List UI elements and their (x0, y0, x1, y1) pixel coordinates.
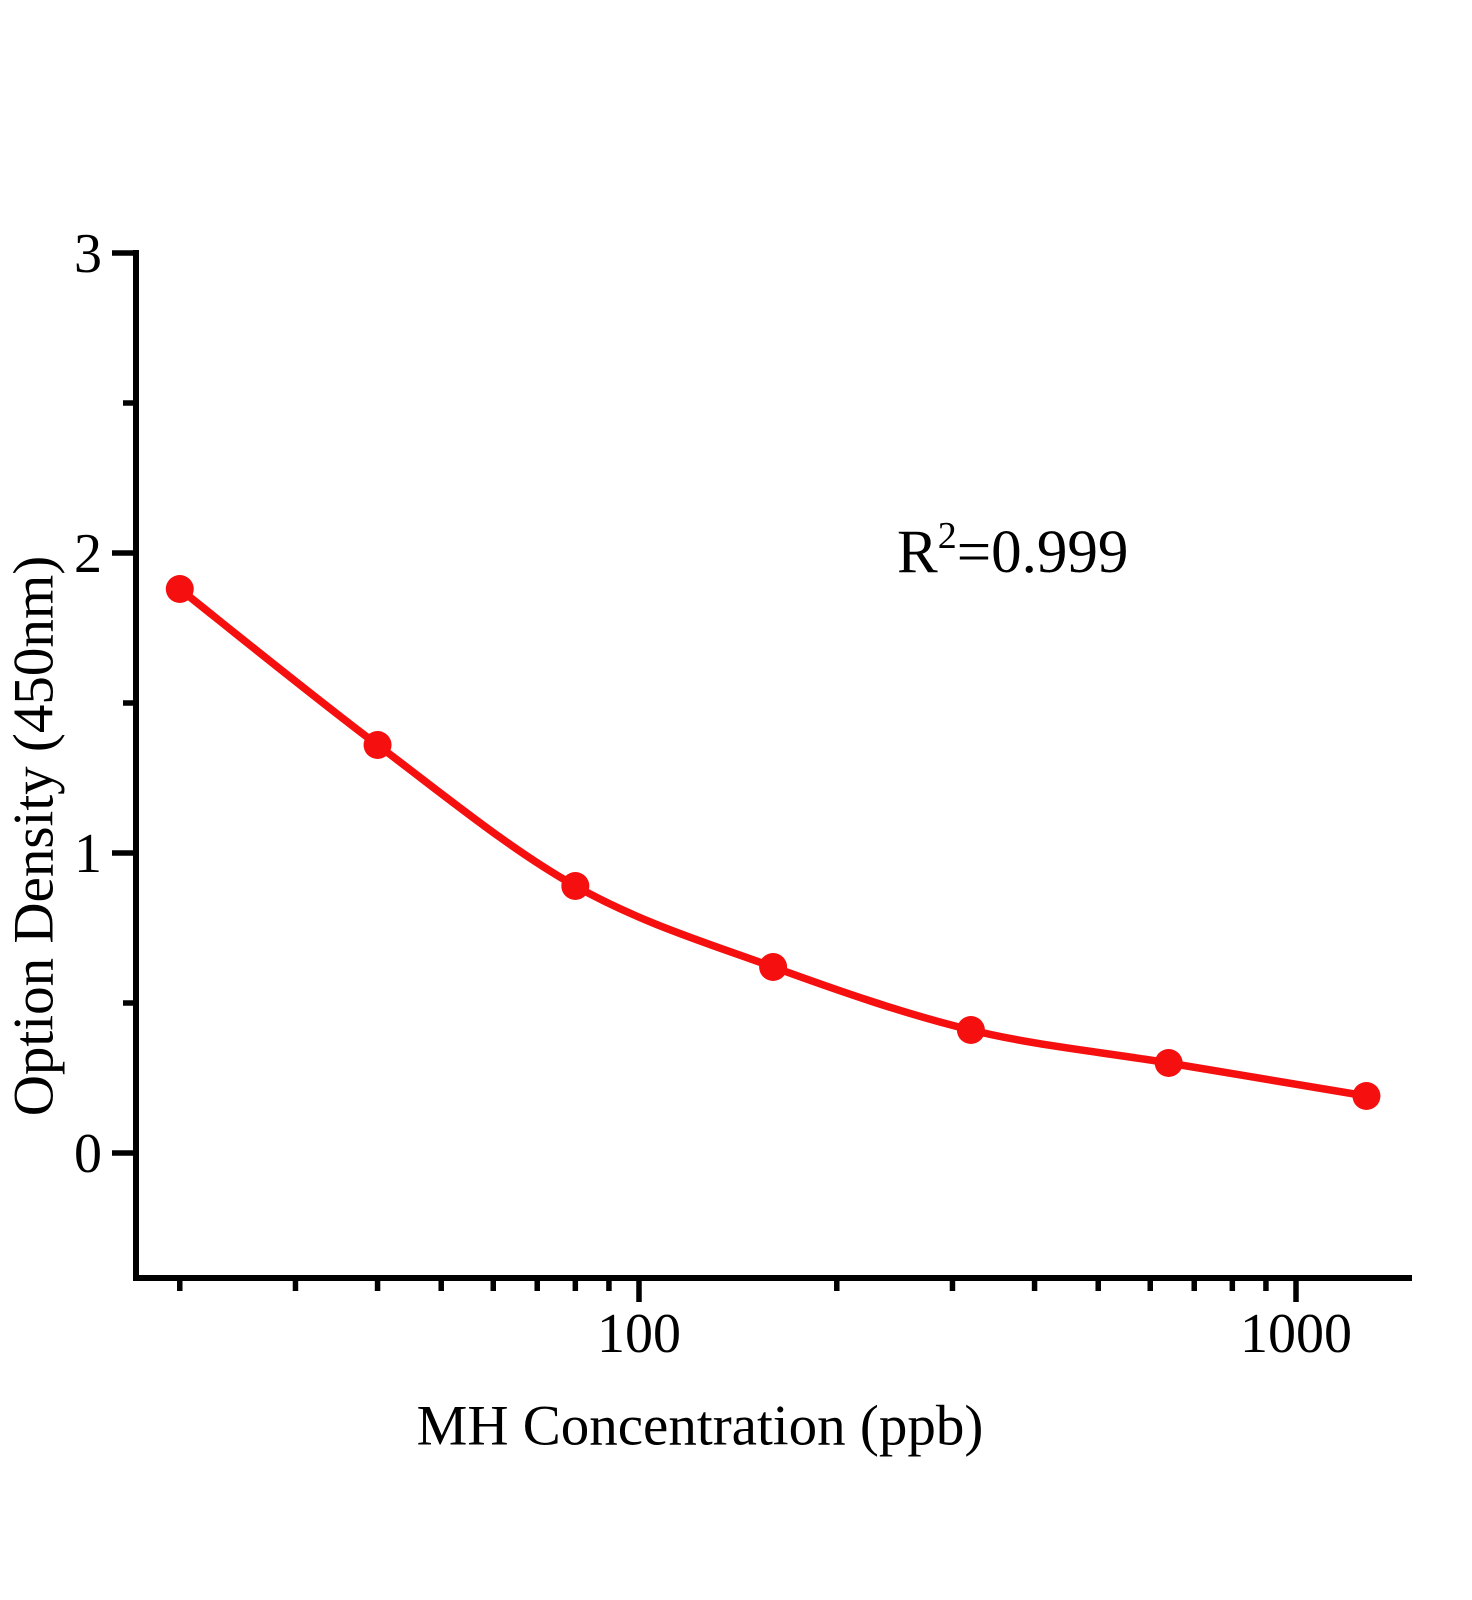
data-point (561, 872, 590, 900)
r-squared-value: =0.999 (956, 519, 1129, 586)
y-tick-label: 1 (74, 823, 102, 885)
fit-curve (176, 585, 1371, 1100)
data-point (165, 575, 194, 603)
y-tick-label: 0 (74, 1123, 102, 1185)
data-point (759, 953, 788, 981)
data-point (1352, 1082, 1381, 1110)
y-axis-title: Option Density (450nm) (2, 555, 66, 1117)
axis-frame (133, 250, 1412, 1281)
data-point (1154, 1049, 1183, 1077)
x-tick-label: 1000 (1240, 1303, 1352, 1365)
r-squared-annotation: R2=0.999 (897, 515, 1129, 588)
r-squared-exponent: 2 (937, 515, 957, 557)
x-tick-label: 100 (597, 1303, 681, 1365)
x-axis-title: MH Concentration (ppb) (416, 1394, 984, 1458)
data-point (956, 1016, 985, 1044)
y-tick-label: 3 (74, 223, 102, 285)
r-squared-base: R (897, 519, 938, 586)
data-point (363, 731, 392, 759)
y-tick-label: 2 (74, 523, 102, 585)
